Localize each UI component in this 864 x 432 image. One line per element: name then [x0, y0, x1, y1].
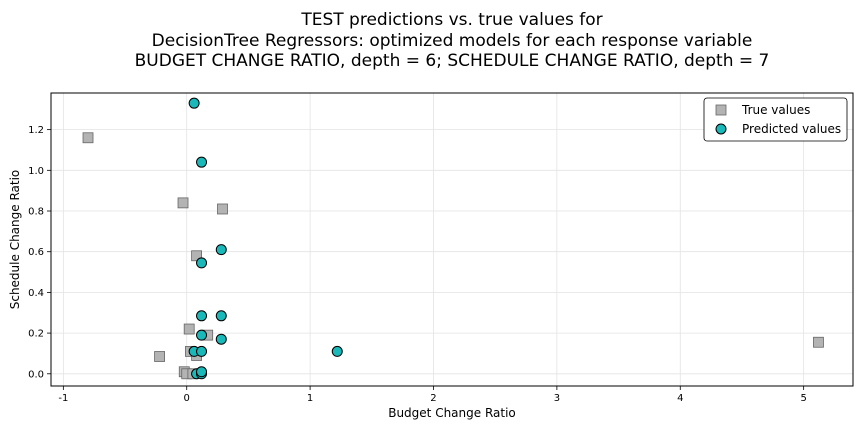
y-tick-label: 0.0 [28, 369, 44, 380]
x-tick-label: 4 [677, 393, 683, 404]
x-tick-label: -1 [58, 393, 68, 404]
predicted-value-marker [215, 244, 227, 256]
x-tick-label: 5 [800, 393, 806, 404]
legend-label-predicted-values: Predicted values [742, 122, 841, 136]
predicted-value-marker [331, 345, 343, 357]
true-value-marker [183, 323, 195, 335]
chart-title: TEST predictions vs. true values for Dec… [135, 10, 770, 71]
y-tick-label: 0.4 [28, 288, 44, 299]
y-tick-label: 1.2 [28, 125, 44, 136]
y-tick-label: 0.8 [28, 207, 44, 218]
y-tick-label: 0.6 [28, 247, 44, 258]
x-tick-label: 2 [430, 393, 436, 404]
title-line-2: DecisionTree Regressors: optimized model… [152, 31, 753, 51]
legend-label-true-values: True values [741, 103, 810, 117]
true-value-marker [177, 197, 189, 209]
x-axis-label: Budget Change Ratio [388, 406, 516, 420]
y-tick-label: 1.0 [28, 166, 44, 177]
predicted-value-marker [196, 345, 208, 357]
legend-box [703, 97, 848, 142]
predicted-value-marker [215, 310, 227, 322]
title-line-3: BUDGET CHANGE RATIO, depth = 6; SCHEDULE… [135, 51, 770, 71]
legend-marker-true-values [715, 104, 727, 116]
predicted-value-marker [196, 310, 208, 322]
y-axis-label: Schedule Change Ratio [8, 170, 22, 310]
true-value-marker [217, 203, 228, 215]
title-line-1: TEST predictions vs. true values for [300, 10, 602, 30]
predicted-value-marker [196, 257, 208, 269]
x-tick-label: 0 [184, 393, 190, 404]
true-value-marker [813, 336, 824, 348]
predicted-value-marker [188, 97, 200, 109]
y-tick-label: 0.2 [28, 329, 44, 340]
legend: True values Predicted values [703, 97, 848, 142]
x-tick-label: 1 [307, 393, 313, 404]
predicted-value-marker [196, 366, 208, 378]
true-value-marker [82, 132, 94, 144]
predicted-value-marker [215, 333, 227, 345]
true-value-marker [154, 351, 165, 362]
axis-ticks: -1 0 1 2 3 4 5 0.0 0.2 0.4 0.6 0.8 1.0 1.2 [28, 125, 807, 404]
plot-frame [50, 92, 854, 387]
data-points [82, 97, 824, 380]
predicted-value-marker [196, 156, 208, 168]
predicted-value-marker [196, 329, 208, 341]
x-tick-label: 3 [554, 393, 560, 404]
legend-marker-predicted-values [715, 123, 727, 135]
